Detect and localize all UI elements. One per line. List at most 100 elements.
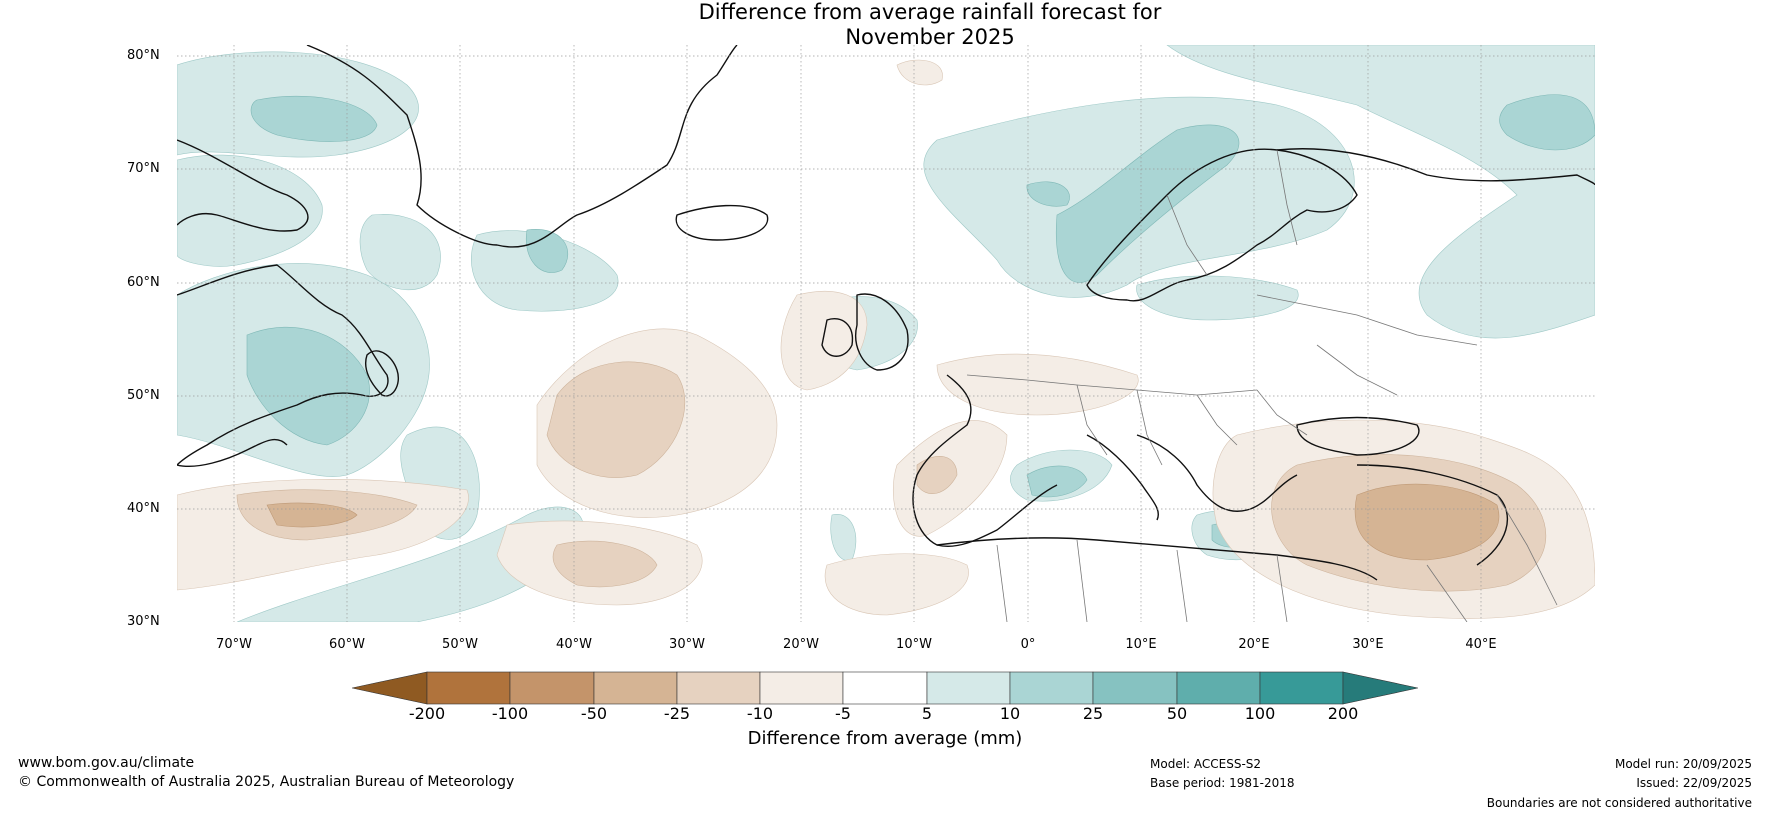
colorbar-label: Difference from average (mm): [747, 728, 1023, 749]
lat-label-30n: 30°N: [127, 614, 160, 629]
colorbar-tick-25: 25: [1082, 704, 1104, 723]
wet-core-spain: [1026, 465, 1088, 498]
coastline-italy: [1086, 434, 1159, 521]
borders-eastern-europe: [1076, 384, 1308, 466]
wet-core-barents: [1499, 94, 1595, 151]
forecast-map: [177, 45, 1595, 622]
dry-core-subtropical: [552, 540, 658, 588]
colorbar-bin-8: [1009, 671, 1094, 705]
map-canvas: [177, 45, 1595, 622]
wet-region-south-atlantic: [236, 506, 584, 622]
colorbar-bin-5: [759, 671, 844, 705]
colorbar-tick-5: 5: [921, 704, 933, 723]
coastline-balkans: [1136, 434, 1298, 512]
lat-label-40n: 40°N: [127, 501, 160, 516]
lat-label-50n: 50°N: [127, 388, 160, 403]
dry-region-north-africa: [824, 553, 969, 616]
borders-scandinavia: [1166, 149, 1298, 276]
dry-max-eastern-med: [1354, 483, 1500, 561]
coastline-british-isles: [855, 293, 909, 371]
lon-label-70w: 70°W: [216, 637, 252, 652]
colorbar-tick-minus-25: -25: [663, 704, 691, 723]
borders-middle-east: [1426, 494, 1558, 622]
coastline-europe-west: [912, 374, 1058, 547]
title-line-1: Difference from average rainfall forecas…: [698, 0, 1162, 24]
lon-label-40e: 40°E: [1465, 637, 1497, 652]
lat-label-80n: 80°N: [127, 48, 160, 63]
dry-region-arctic-east: [896, 59, 943, 86]
coastline-us-east: [177, 438, 288, 467]
lon-label-0: 0°: [1020, 637, 1036, 652]
colorbar-tick-minus-100: -100: [491, 704, 529, 723]
coastline-black-sea: [1296, 416, 1420, 456]
colorbar-extend-low: [352, 671, 428, 705]
colorbar-bin-11: [1259, 671, 1344, 705]
colorbar-bin-1: [426, 671, 511, 705]
dry-core-iberia-west: [916, 456, 958, 494]
base-period: Base period: 1981-2018: [1150, 776, 1295, 790]
colorbar-bin-7: [926, 671, 1011, 705]
lon-label-20e: 20°E: [1238, 637, 1270, 652]
coastline-turkey-levant: [1356, 464, 1508, 566]
country-borders: [966, 149, 1558, 622]
wet-region-denmark-strait: [359, 214, 441, 291]
wet-region-azores: [830, 514, 857, 561]
website-link[interactable]: www.bom.gov.au/climate: [18, 755, 195, 771]
coastline-canada-arctic: [177, 139, 309, 232]
lon-label-10e: 10°E: [1125, 637, 1157, 652]
lon-label-40w: 40°W: [556, 637, 592, 652]
dry-region-iceland-west: [780, 290, 868, 391]
colorbar: [352, 671, 1418, 705]
colorbar-tick-10: 10: [999, 704, 1021, 723]
coastline-north-africa: [936, 537, 1378, 581]
copyright-text: © Commonwealth of Australia 2025, Austra…: [18, 774, 515, 790]
lon-label-20w: 20°W: [783, 637, 819, 652]
wet-core-arctic: [250, 95, 378, 142]
issued-date: Issued: 22/09/2025: [1636, 776, 1752, 790]
coastline-iceland: [675, 204, 769, 241]
borders-central-europe: [966, 374, 1258, 396]
model-name: Model: ACCESS-S2: [1150, 757, 1262, 771]
dry-region-france-benelux: [936, 353, 1139, 416]
lon-label-50w: 50°W: [442, 637, 478, 652]
colorbar-bin-9: [1092, 671, 1178, 705]
colorbar-bin-2: [509, 671, 595, 705]
lat-label-60n: 60°N: [127, 275, 160, 290]
borders-africa: [996, 539, 1288, 622]
lon-label-60w: 60°W: [329, 637, 365, 652]
boundaries-disclaimer: Boundaries are not considered authoritat…: [1486, 796, 1752, 810]
graticule: [177, 45, 1595, 622]
colorbar-bin-6: [842, 671, 928, 705]
wet-region-baltic: [1136, 275, 1299, 321]
coastline-greenland: [306, 45, 738, 248]
colorbar-tick-minus-200: -200: [408, 704, 446, 723]
colorbar-tick-minus-10: -10: [746, 704, 774, 723]
chart-title: Difference from average rainfall forecas…: [0, 0, 1770, 50]
colorbar-tick-minus-5: -5: [835, 704, 851, 723]
coastlines: [177, 45, 1595, 581]
colorbar-bin-4: [676, 671, 761, 705]
coastline-finland-russia: [1276, 148, 1595, 186]
wet-region-barents-sea: [1166, 45, 1595, 339]
coastline-newfoundland: [365, 350, 399, 397]
colorbar-tick-100: 100: [1244, 704, 1276, 723]
wet-region-baffin: [177, 154, 323, 267]
coastline-labrador: [177, 264, 389, 466]
lon-label-30w: 30°W: [669, 637, 705, 652]
wet-core-norway: [1055, 124, 1240, 283]
colorbar-extend-high: [1342, 671, 1418, 705]
colorbar-bin-3: [593, 671, 678, 705]
lon-label-10w: 10°W: [896, 637, 932, 652]
dry-anomaly-medium: [236, 361, 1547, 592]
colorbar-tick-50: 50: [1166, 704, 1188, 723]
wet-core-east-greenland-sea: [1026, 181, 1070, 207]
colorbar-bin-10: [1176, 671, 1261, 705]
colorbar-tick-minus-50: -50: [580, 704, 608, 723]
model-run-date: Model run: 20/09/2025: [1614, 757, 1752, 771]
lon-label-30e: 30°E: [1352, 637, 1384, 652]
borders-russia: [1256, 294, 1478, 396]
coastline-ireland: [821, 318, 854, 357]
lat-label-70n: 70°N: [127, 161, 160, 176]
dry-core-mid-atlantic: [546, 361, 686, 478]
coastline-scandinavia: [1086, 148, 1358, 302]
